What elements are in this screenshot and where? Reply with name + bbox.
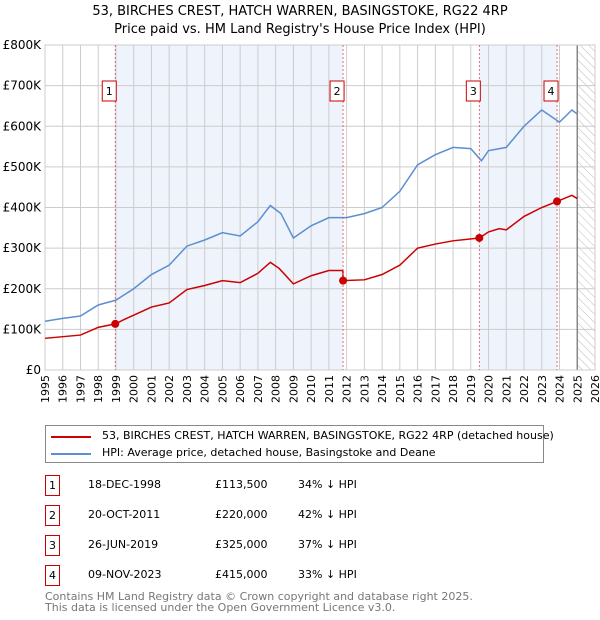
x-tick-label: 2012 [341, 375, 354, 403]
x-tick-label: 2018 [447, 375, 460, 403]
x-tick-label: 2011 [323, 375, 336, 403]
x-tick-label: 2021 [500, 375, 513, 403]
sale-point [475, 233, 484, 242]
chart: 1995 1996 1997 1998 1999 2000 2001 2002 2003 2004… [3, 38, 600, 403]
sale-label: 4 [548, 85, 555, 98]
plot-frame [44, 44, 596, 371]
x-tick-label: 2019 [465, 375, 478, 403]
sale-price: £220,000 [215, 508, 268, 521]
sale-number: 3 [45, 535, 60, 556]
legend: 53, BIRCHES CREST, HATCH WARREN, BASINGS… [45, 425, 554, 463]
sale-label-box [465, 80, 481, 102]
x-tick-label: 2002 [163, 375, 176, 403]
x-tick-label: 2006 [234, 375, 247, 403]
y-tick-label: £100K [3, 322, 43, 336]
sale-hpi-diff: 37% ↓ HPI [298, 538, 357, 551]
sale-label-box [329, 80, 345, 102]
y-tick-label: £200K [3, 282, 43, 296]
series-line-hpi [44, 109, 578, 322]
sale-point [553, 197, 562, 206]
x-tick-label: 2013 [358, 375, 371, 403]
x-tick-label: 1998 [92, 375, 105, 403]
sale-label: 1 [106, 85, 113, 98]
x-tick-label: 2003 [181, 375, 194, 403]
sale-row: 2 20-OCT-2011 £220,000 42% ↓ HPI [45, 505, 545, 526]
sale-label-box [543, 80, 559, 102]
x-tick-label: 1999 [110, 375, 123, 403]
y-tick-label: £400K [3, 201, 43, 215]
sale-date: 18-DEC-1998 [88, 478, 162, 491]
footer-line-1: Contains HM Land Registry data © Crown c… [45, 590, 473, 603]
sale-label: 2 [334, 85, 341, 98]
sale-hpi-diff: 34% ↓ HPI [298, 478, 357, 491]
sale-hpi-diff: 42% ↓ HPI [298, 508, 357, 521]
sale-date: 20-OCT-2011 [88, 508, 161, 521]
legend-swatch-property [51, 436, 91, 438]
sale-price: £415,000 [215, 568, 268, 581]
x-tick-label: 2016 [412, 375, 425, 403]
sale-row: 1 18-DEC-1998 £113,500 34% ↓ HPI [45, 475, 545, 496]
x-tick-label: 2008 [270, 375, 283, 403]
legend-label-hpi: HPI: Average price, detached house, Basi… [102, 446, 436, 459]
y-tick-label: £0 [26, 363, 41, 377]
x-tick-label: 1995 [39, 375, 52, 403]
sale-price: £325,000 [215, 538, 268, 551]
sale-row: 4 09-NOV-2023 £415,000 33% ↓ HPI [45, 565, 545, 586]
x-tick-label: 2001 [145, 375, 158, 403]
series-line-property [44, 194, 578, 340]
chart-title: 53, BIRCHES CREST, HATCH WARREN, BASINGS… [92, 4, 508, 19]
sale-label-box [101, 80, 117, 102]
y-tick-label: £700K [3, 79, 43, 93]
x-tick-label: 2009 [287, 375, 300, 403]
legend-swatch-hpi [51, 453, 91, 455]
x-tick-label: 1996 [57, 375, 70, 403]
x-tick-label: 2023 [536, 375, 549, 403]
sale-number: 2 [45, 505, 60, 526]
sale-row: 3 26-JUN-2019 £325,000 37% ↓ HPI [45, 535, 545, 556]
x-tick-label: 2004 [199, 375, 212, 403]
sale-label: 3 [470, 85, 477, 98]
x-tick-label: 2025 [571, 375, 584, 403]
x-tick-label: 2014 [376, 375, 389, 403]
sale-point [339, 276, 348, 285]
y-tick-label: £300K [3, 241, 43, 255]
y-tick-label: £600K [3, 119, 43, 133]
x-tick-label: 1997 [74, 375, 87, 403]
sale-number: 4 [45, 565, 60, 586]
x-tick-label: 2017 [429, 375, 442, 403]
x-tick-label: 2005 [216, 375, 229, 403]
x-tick-label: 2000 [128, 375, 141, 403]
sale-hpi-diff: 33% ↓ HPI [298, 568, 357, 581]
x-tick-label: 2022 [518, 375, 531, 403]
chart-subtitle: Price paid vs. HM Land Registry's House … [114, 22, 486, 37]
y-tick-label: £800K [3, 38, 43, 52]
y-tick-label: £500K [3, 160, 43, 174]
x-tick-label: 2015 [394, 375, 407, 403]
x-tick-label: 2024 [554, 375, 567, 403]
legend-label-property: 53, BIRCHES CREST, HATCH WARREN, BASINGS… [102, 429, 554, 442]
x-tick-label: 2007 [252, 375, 265, 403]
sale-date: 26-JUN-2019 [88, 538, 159, 551]
x-tick-label: 2010 [305, 375, 318, 403]
sale-date: 09-NOV-2023 [88, 568, 162, 581]
x-tick-label: 2020 [483, 375, 496, 403]
sale-point [111, 319, 120, 328]
footer-line-2: This data is licensed under the Open Gov… [45, 601, 396, 614]
x-tick-label: 2026 [589, 375, 600, 403]
sale-number: 1 [45, 475, 60, 496]
sale-price: £113,500 [215, 478, 268, 491]
